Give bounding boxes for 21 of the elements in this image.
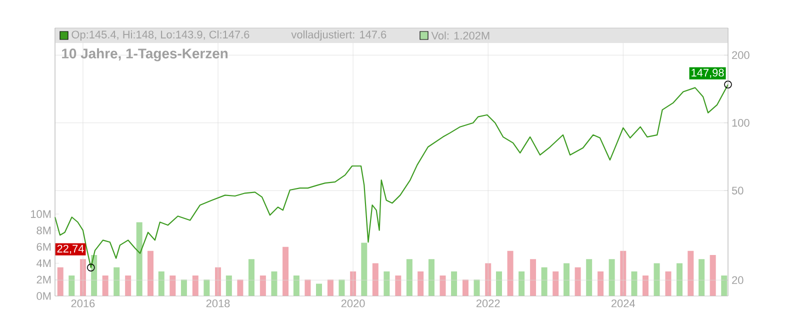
- annotation: volladjustiert: 147.6: [291, 30, 386, 41]
- y-tick-label: 50: [732, 186, 744, 194]
- y2-tick-label: 10M: [30, 210, 51, 218]
- x-tick-label: 2022: [476, 300, 500, 308]
- x-tick-label: 2016: [71, 300, 95, 308]
- y2-tick-label: 0M: [36, 292, 51, 300]
- x-tick-label: 2018: [206, 300, 230, 308]
- legend-label: Vol: 1.202M: [431, 31, 490, 40]
- y2-tick-label: 2M: [36, 276, 51, 284]
- legend-label: Op:145.4, Hi:148, Lo:143.9, Cl:147.6: [72, 30, 250, 41]
- y2-tick-label: 4M: [36, 259, 51, 267]
- y2-tick-label: 8M: [36, 226, 51, 234]
- y-tick-label: 100: [732, 118, 750, 127]
- x-tick-label: 2024: [612, 300, 636, 308]
- y2-tick-label: 6M: [36, 242, 51, 251]
- y-tick-label: 20: [732, 276, 744, 284]
- x-tick-label: 2020: [341, 300, 365, 308]
- annotation: 147,98: [692, 68, 724, 78]
- text: 10 Jahre, 1-Tages-Kerzen: [62, 48, 228, 62]
- y-tick-label: 200: [732, 51, 750, 60]
- annotation: 22,74: [57, 244, 84, 254]
